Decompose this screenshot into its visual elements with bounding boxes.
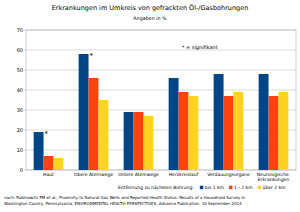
category-label: Haut [43, 172, 54, 177]
bar [224, 96, 234, 170]
legend-title: Entfernung zu nächsten Bohrung: [118, 185, 194, 190]
bar [53, 158, 63, 170]
tick-label: 60 [17, 47, 23, 53]
category-label: Neurologische Erkrankungen [257, 172, 290, 182]
grid-line [26, 130, 296, 131]
bar [134, 112, 144, 170]
grid-line [26, 30, 296, 31]
tick-mark [24, 130, 26, 131]
bar [259, 74, 269, 170]
legend-swatch [229, 186, 233, 190]
grid-line [26, 110, 296, 111]
legend-label: bis 1 km [205, 185, 224, 190]
grid-line [26, 70, 296, 71]
grid-line [26, 150, 296, 151]
tick-label: 20 [17, 127, 23, 133]
bar [278, 92, 288, 170]
category-label-line: Erkrankungen [258, 177, 290, 182]
tick-mark [24, 70, 26, 71]
tick-label: 50 [17, 67, 23, 73]
legend-label: über 2 km [263, 185, 286, 190]
chart: Erkrankungen im Umkreis von gefrackten Ö… [0, 0, 300, 212]
tick-mark [24, 30, 26, 31]
bar [98, 100, 108, 170]
grid-line [26, 50, 296, 51]
tick-label: 10 [17, 147, 23, 153]
bar [233, 92, 243, 170]
background [0, 0, 300, 212]
category-label: Verdauungsorgane [207, 172, 250, 177]
tick-mark [24, 150, 26, 151]
grid-line [26, 170, 296, 171]
bar [143, 116, 153, 170]
bar [89, 78, 99, 170]
grid-line [26, 90, 296, 91]
bar [169, 78, 179, 170]
category-label: Obere Atemwege [74, 172, 113, 177]
legend-swatch [200, 186, 204, 190]
tick-label: 0 [20, 167, 23, 173]
tick-mark [24, 50, 26, 51]
category-label: Herzkreislauf [169, 172, 199, 177]
bar [269, 96, 279, 170]
legend-swatch [258, 186, 262, 190]
tick-label: 70 [17, 27, 23, 33]
tick-mark [24, 90, 26, 91]
significance-mark: * [45, 130, 49, 138]
source: Washington County, Pennsylvania, ENVIRON… [4, 201, 242, 206]
bars [34, 54, 289, 170]
tick-label: 30 [17, 107, 23, 113]
bar [188, 96, 198, 170]
bar [179, 92, 189, 170]
significance-mark: * [90, 52, 94, 60]
source: nach: Rabinowitz PM et al., Proximity to… [4, 195, 246, 200]
annotation: * = signifikant [182, 44, 218, 51]
subtitle: Angaben in % [133, 16, 167, 21]
tick-mark [24, 110, 26, 111]
bar [79, 54, 89, 170]
plot-frame [26, 30, 296, 170]
tick-label: 40 [17, 87, 23, 93]
legend-label: 1 - 2 km [234, 185, 253, 190]
category-label: Untere Atemwege [118, 172, 159, 177]
bar [44, 156, 54, 170]
tick-mark [24, 170, 26, 171]
bar [124, 112, 134, 170]
title: Erkrankungen im Umkreis von gefrackten Ö… [52, 4, 249, 12]
bar [34, 132, 44, 170]
bar [214, 74, 224, 170]
